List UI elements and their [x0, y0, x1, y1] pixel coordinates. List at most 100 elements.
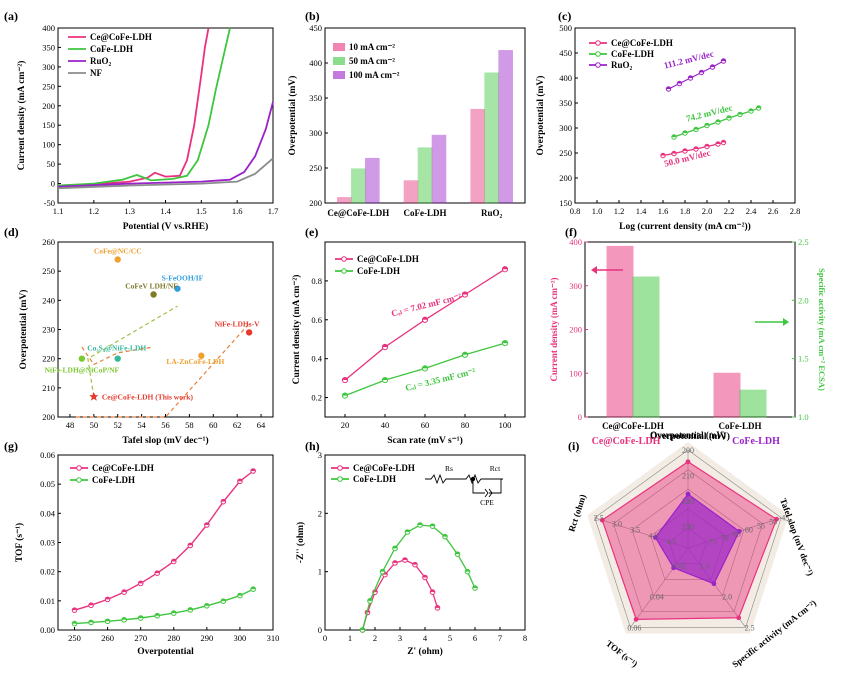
legend-swatch	[333, 57, 345, 65]
data-point	[150, 291, 157, 298]
x-tick-label: 2.6	[768, 206, 779, 216]
y-tick-label: 0.00	[40, 625, 55, 635]
guide-line	[87, 305, 178, 397]
y-tick-label: 0.03	[40, 538, 55, 548]
bar	[351, 168, 366, 204]
point-label: CoFe@NC/CC	[94, 247, 142, 256]
point-label: Co₃S₄@NiFe-LDH	[87, 344, 146, 353]
data-point-fill	[138, 615, 143, 619]
data-point-fill	[704, 144, 710, 147]
data-point-fill	[237, 593, 243, 596]
bar	[403, 180, 419, 204]
panel-f: 0 100 200 300 400 1.0 1.5 2.0 2.5 Current density…	[549, 237, 827, 442]
data-point-fill	[756, 105, 761, 108]
series-line-1	[57, 27, 231, 187]
x-tick-label: 1.6	[232, 206, 243, 216]
data-point-fill	[715, 141, 721, 144]
category-label: Ce@CoFe-LDH	[327, 208, 389, 218]
data-point-fill	[502, 266, 508, 270]
panel-b: 200 250 300 350 400 450 Overpotential (mV) Ce@C…	[287, 23, 526, 218]
data-point-fill	[250, 468, 256, 472]
radar-tick-label: 200	[682, 446, 694, 455]
x-tick-label: 48	[66, 420, 75, 430]
x-tick-label: 1.5	[196, 206, 207, 216]
x-tick-label: 52	[113, 420, 122, 430]
bar	[484, 72, 499, 204]
data-point-fill	[422, 575, 428, 578]
x-axis-label: Tafel slop (mV dec⁻¹)	[122, 435, 208, 446]
legend-label: Ce@CoFe-LDH	[92, 463, 154, 473]
y-tick-label: 210	[42, 383, 55, 393]
y-tick-label: 230	[42, 325, 55, 335]
y-tick-label: -50	[44, 198, 55, 208]
point-label: NiFe-LDH@NiCoP/NF	[45, 366, 120, 375]
x-tick-label: 1.2	[614, 206, 625, 216]
data-point-fill	[392, 560, 398, 563]
data-point-fill	[748, 108, 754, 111]
x-tick-label: 1.8	[680, 206, 691, 216]
y-tick-label: 0	[318, 625, 322, 635]
radar-tick-label: 230	[682, 522, 694, 531]
bar-specific-activity	[739, 389, 767, 418]
y-tick-label: 0	[51, 179, 55, 189]
panel-g: 250 260 270 280 290 300 310 0.00 0.01 0.02 0.03 0.0…	[14, 450, 279, 657]
x-tick-label: 1.3	[124, 206, 135, 216]
panel-i: 200 210 220 230 45 50 55 60 65 70 75 2.5 2.0 1.5 0.06 0…	[566, 430, 818, 669]
data-point-star	[89, 392, 99, 401]
radar-tick-label: 1.5	[700, 561, 710, 570]
x-axis-label: Z' (ohm)	[407, 646, 443, 657]
y-tick-label: 350	[309, 93, 322, 103]
x-axis-label: Scan rate (mV s⁻¹)	[387, 435, 463, 446]
guide-line	[75, 323, 250, 418]
axis-arrow-head	[783, 318, 789, 326]
radar-tick-label: 2.0	[722, 592, 732, 601]
radar-legend-label: CoFe-LDH	[732, 436, 780, 447]
radar-axis-label: Tafel slop (mV dec⁻¹)	[778, 497, 815, 577]
x-tick-label: 3	[398, 633, 402, 643]
radar-point	[774, 516, 779, 522]
data-point-fill	[462, 291, 468, 295]
capacitance-annotation: Cₑₗ = 3.35 mF cm⁻²	[404, 366, 476, 393]
radar-tick-label: 4.5	[666, 537, 676, 546]
radar-point	[652, 535, 658, 540]
x-tick-label: 1.4	[636, 206, 647, 216]
legend-label: 50 mA cm⁻²	[349, 56, 395, 66]
x-tick-label: 4	[423, 633, 428, 643]
x-tick-label: 0	[323, 633, 327, 643]
y-tick-label: 350	[559, 98, 572, 108]
legend-marker	[595, 51, 601, 57]
radar-tick-label: 70	[721, 533, 729, 542]
data-point-fill	[412, 562, 418, 565]
data-point-fill	[105, 597, 110, 600]
legend-label: Ce@CoFe-LDH	[90, 32, 152, 42]
y-tick-label: 250	[309, 163, 322, 173]
radar-tick-label: 3.0	[612, 520, 622, 529]
data-point	[198, 352, 205, 359]
x-tick-label: 54	[137, 420, 146, 430]
legend-swatch	[333, 43, 345, 51]
legend-marker	[76, 465, 82, 471]
y2-tick-label: 1.0	[798, 412, 809, 422]
radar-point	[685, 459, 691, 465]
radar-legend-label: Ce@CoFe-LDH	[592, 436, 661, 447]
y-tick-label: 150	[42, 120, 55, 130]
y-tick-label: 100	[569, 368, 582, 378]
y-tick-label: 450	[309, 23, 322, 33]
data-point-fill	[721, 58, 726, 61]
category-label: CoFe-LDH	[719, 421, 762, 431]
x-tick-label: 62	[233, 420, 242, 430]
data-point-fill	[105, 618, 110, 622]
x-tick-label: 50	[90, 420, 99, 430]
plot-frame	[324, 241, 526, 418]
series-line-1	[74, 588, 254, 625]
legend-marker	[341, 268, 347, 274]
radar-tick-label: 60	[745, 526, 753, 535]
y-tick-label: 400	[309, 58, 322, 68]
data-point-fill	[154, 613, 160, 616]
x-tick-label: 8	[523, 633, 527, 643]
data-point-fill	[502, 340, 508, 344]
y-tick-label: 250	[559, 148, 572, 158]
data-point-fill	[188, 543, 193, 546]
x-axis-label: Overpotential	[137, 647, 194, 657]
y-tick-label: 220	[42, 354, 55, 364]
